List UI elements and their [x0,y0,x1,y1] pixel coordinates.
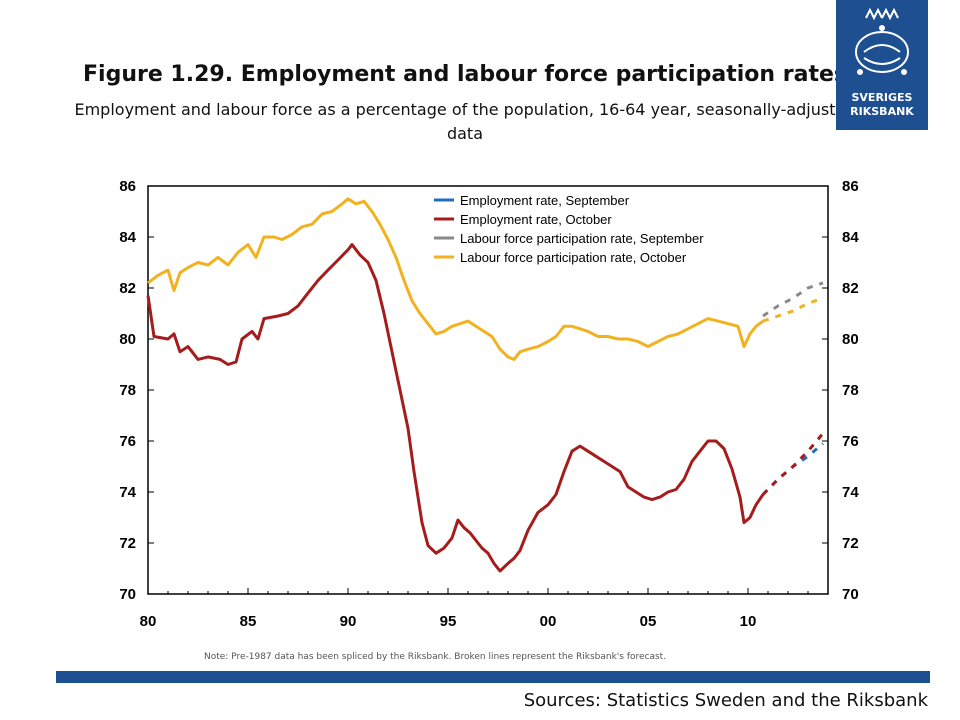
series-line-1 [146,243,765,573]
y-tick-label-right: 84 [842,229,859,246]
y-tick-label-right: 70 [842,586,859,603]
logo-line-1: SVERIGES [851,91,913,104]
y-tick-label-right: 76 [842,433,859,450]
x-tick-label: 00 [540,613,557,630]
sources-text: Sources: Statistics Sweden and the Riksb… [523,690,928,711]
crown-emblem-icon [855,7,909,75]
series-forecast-1 [761,432,825,496]
y-tick-label-right: 82 [842,280,859,297]
legend-label: Employment rate, October [460,212,612,227]
y-tick-label-left: 82 [119,280,136,297]
y-tick-label-right: 78 [842,382,859,399]
y-tick-label-right: 72 [842,535,859,552]
x-tick-label: 90 [340,613,357,630]
y-tick-label-left: 72 [119,535,136,552]
series-forecast-0 [761,442,824,496]
legend-label: Labour force participation rate, October [460,250,687,265]
x-tick-label: 80 [140,613,157,630]
y-tick-label-left: 70 [119,586,136,603]
series-forecast-3 [762,296,824,323]
y-tick-label-left: 80 [119,331,136,348]
y-tick-label-left: 74 [119,484,136,501]
chart-title: Figure 1.29. Employment and labour force… [83,62,847,87]
y-tick-label-left: 76 [119,433,136,450]
x-tick-label: 05 [640,613,657,630]
x-tick-label: 10 [740,613,757,630]
y-tick-label-right: 86 [842,178,859,195]
x-tick-label: 95 [440,613,457,630]
logo-line-2: RIKSBANK [850,105,914,118]
footer-bar [56,671,930,683]
y-tick-label-left: 84 [119,229,136,246]
legend-label: Labour force participation rate, Septemb… [460,231,704,246]
y-tick-label-left: 78 [119,382,136,399]
y-tick-label-left: 86 [119,178,136,195]
chart-note: Note: Pre-1987 data has been spliced by … [204,652,667,662]
y-tick-label-right: 74 [842,484,859,501]
series-line-3 [147,197,764,361]
y-tick-label-right: 80 [842,331,859,348]
x-tick-label: 85 [240,613,257,630]
riksbank-logo: SVERIGES RIKSBANK [836,0,928,130]
legend-label: Employment rate, September [460,193,630,208]
chart-subtitle: Employment and labour force as a percent… [74,100,856,143]
